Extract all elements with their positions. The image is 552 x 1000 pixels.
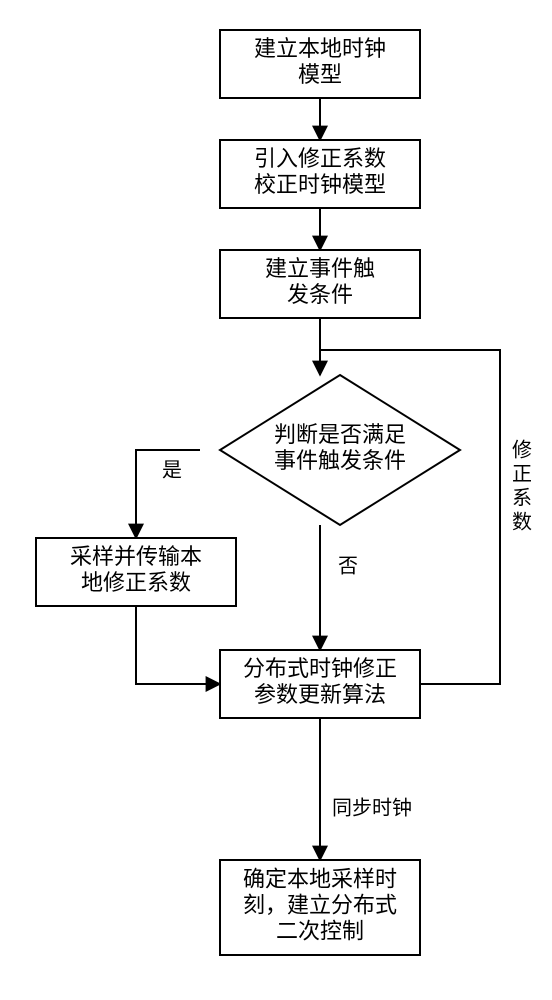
edge-label: 同步时钟: [332, 797, 412, 820]
node-text: 引入修正系数: [254, 146, 386, 171]
flowchart-svg: 是否 修正系数同步时钟 建立本地时钟模型引入修正系数校正时钟模型建立事件触发条件判断…: [0, 0, 552, 1000]
node-text: 确定本地采样时: [243, 867, 397, 892]
node-text: 事件触发条件: [274, 448, 406, 473]
node-text: 建立本地时钟: [254, 36, 386, 61]
node-text: 地修正系数: [81, 570, 191, 595]
node-text: 建立事件触: [265, 256, 375, 281]
edge: [136, 606, 220, 684]
node-text: 参数更新算法: [254, 682, 386, 707]
node-text: 分布式时钟修正: [243, 656, 397, 681]
node-text: 二次控制: [276, 919, 364, 944]
edge-label: 系: [512, 487, 532, 510]
node-text: 发条件: [287, 282, 353, 307]
edge-label: 正: [512, 464, 532, 486]
edge-label: 否: [338, 556, 358, 578]
node-text: 校正时钟模型: [254, 172, 386, 197]
node-text: 判断是否满足: [274, 422, 406, 447]
edge-label: 是: [162, 460, 182, 482]
node-text: 模型: [298, 62, 342, 87]
edge-label: 数: [512, 511, 532, 534]
node-text: 采样并传输本: [70, 544, 202, 569]
edge-label: 修: [512, 439, 532, 462]
node-text: 刻，建立分布式: [243, 893, 397, 918]
